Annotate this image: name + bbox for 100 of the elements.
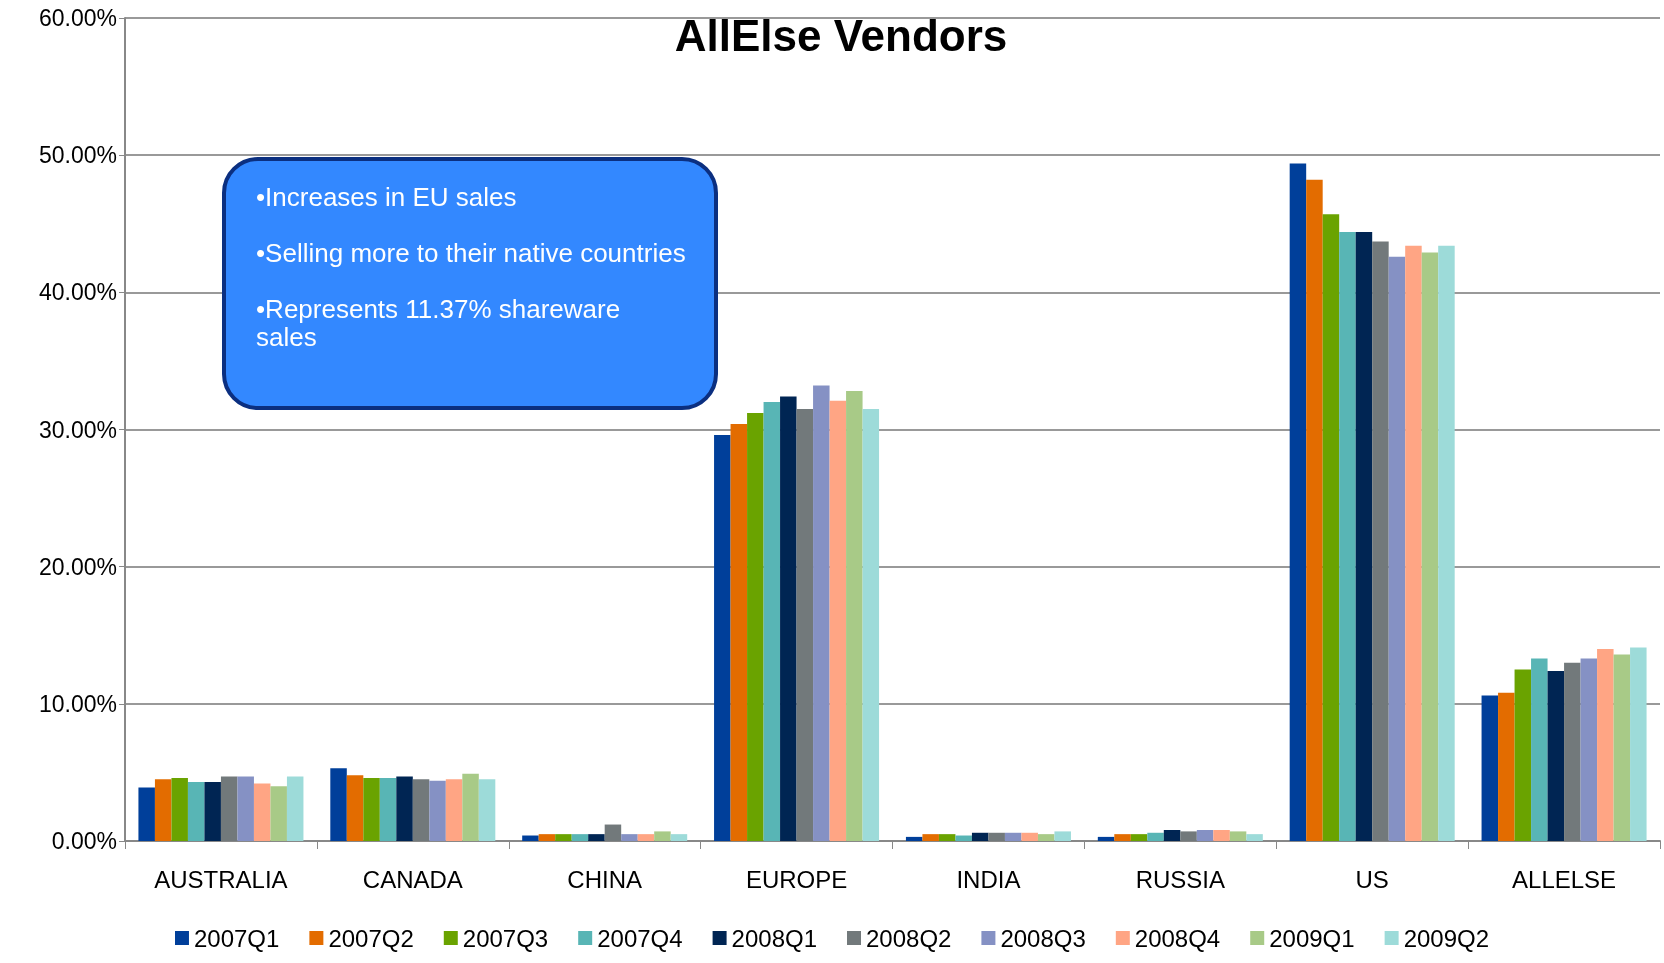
bar [1322, 214, 1340, 841]
bar [637, 834, 655, 841]
y-tick-label: 60.00% [38, 5, 117, 31]
bar [346, 775, 364, 841]
bar [204, 782, 221, 841]
legend-label: 2009Q1 [1269, 924, 1355, 952]
callout-box: •Increases in EU sales •Selling more to their native countries •Represents 11.37% shareware sales [222, 157, 718, 410]
bar [1514, 669, 1532, 841]
bar [747, 413, 764, 841]
bar [829, 400, 847, 841]
bar [1498, 692, 1515, 841]
legend-label: 2008Q2 [866, 924, 952, 952]
bar [1130, 834, 1148, 841]
bar [270, 786, 287, 841]
bar [1339, 231, 1356, 841]
bar [1180, 831, 1197, 841]
bar [988, 832, 1005, 841]
bar [462, 773, 479, 841]
y-tick-label: 50.00% [38, 142, 117, 169]
y-tick-label: 20.00% [38, 553, 117, 580]
bar [396, 776, 413, 841]
legend-label: 2007Q4 [597, 924, 683, 952]
bar [379, 777, 397, 841]
bar [1246, 834, 1263, 841]
bar [955, 835, 972, 841]
bar [445, 779, 463, 841]
bar [1372, 241, 1389, 841]
bar [1306, 179, 1323, 841]
bar [1114, 834, 1131, 841]
bar [813, 385, 830, 841]
legend-label: 2008Q4 [1134, 924, 1221, 952]
bar [1438, 245, 1455, 841]
bar [1564, 662, 1581, 841]
bar [1213, 830, 1230, 841]
legend-label: 2007Q2 [328, 924, 414, 952]
bar [714, 434, 731, 841]
bar [1021, 832, 1038, 841]
bar [654, 831, 671, 841]
bar [1405, 245, 1422, 841]
bar [1597, 648, 1614, 841]
bar [1630, 647, 1647, 841]
bar [670, 834, 688, 841]
bar [286, 776, 304, 841]
bar [938, 834, 956, 841]
bar [522, 835, 539, 841]
bar [1531, 658, 1548, 841]
bar [905, 836, 923, 841]
bar [1054, 831, 1071, 841]
bar [1289, 163, 1307, 841]
bar [780, 396, 797, 841]
bar [220, 776, 238, 841]
bar [730, 424, 748, 841]
x-tick-label: INDIA [956, 865, 1021, 893]
bar [1004, 832, 1022, 841]
x-tick-label: CHINA [567, 865, 643, 893]
bar [538, 834, 556, 841]
bar [429, 780, 446, 841]
bar [1196, 830, 1214, 841]
bar [1163, 830, 1181, 841]
bar [412, 779, 430, 841]
y-tick-label: 30.00% [38, 416, 117, 443]
bar [862, 408, 880, 841]
legend-label: 2008Q1 [731, 924, 817, 952]
y-tick-label: 0.00% [51, 828, 117, 854]
bar [1580, 658, 1598, 841]
bar [1037, 834, 1055, 841]
x-tick-label: ALLELSE [1512, 865, 1617, 893]
bar [763, 402, 781, 841]
bar [253, 783, 271, 841]
bar [138, 787, 155, 841]
bar [171, 777, 188, 841]
bar [1613, 654, 1631, 841]
x-tick-label: AUSTRALIA [154, 865, 288, 893]
annotation: •Increases in EU sales [256, 182, 518, 212]
bar [478, 779, 496, 841]
bar [1421, 252, 1439, 841]
bar [1147, 832, 1164, 841]
bar [1388, 256, 1406, 841]
legend-label: 2007Q3 [462, 924, 549, 952]
bar [1097, 836, 1115, 841]
bar [187, 782, 205, 841]
bar [1229, 831, 1247, 841]
legend-label: 2009Q2 [1403, 924, 1490, 952]
bar [363, 777, 380, 841]
bar [1481, 695, 1499, 841]
bar [154, 779, 172, 841]
annotation: •Represents 11.37% shareware sales [256, 294, 622, 352]
x-tick-label: US [1355, 865, 1389, 893]
bar [971, 832, 989, 841]
bar [555, 834, 572, 841]
x-tick-label: RUSSIA [1135, 865, 1225, 893]
bar [1547, 670, 1565, 841]
y-tick-label: 40.00% [38, 279, 117, 306]
bar [330, 768, 347, 841]
bar [604, 824, 622, 841]
x-tick-label: EUROPE [745, 865, 848, 893]
bar [796, 408, 814, 841]
x-tick-label: CANADA [362, 865, 463, 893]
bar [571, 834, 589, 841]
legend-label: 2007Q1 [193, 924, 280, 952]
